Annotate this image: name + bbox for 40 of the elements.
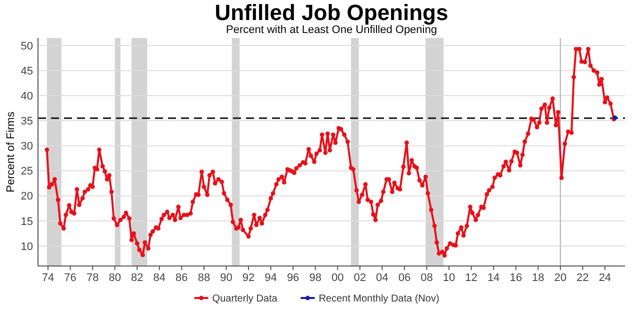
x-tick-label: 96 — [286, 272, 300, 284]
legend-label: Quarterly Data — [212, 294, 278, 304]
y-tick-label: 10 — [20, 240, 33, 253]
x-tick-label: 20 — [554, 272, 567, 284]
x-tick-label: 92 — [242, 272, 255, 284]
x-tick-label: 86 — [176, 272, 188, 284]
y-tick-label: 15 — [20, 216, 33, 228]
x-tick-label: 90 — [220, 272, 232, 284]
y-tick-label: 30 — [20, 140, 33, 153]
x-tick-label: 22 — [576, 272, 589, 284]
x-tick-label: 12 — [465, 272, 478, 284]
x-tick-label: 76 — [64, 272, 76, 284]
y-tick-label: 20 — [20, 190, 33, 203]
x-tick-label: 16 — [510, 272, 522, 284]
x-tick-label: 00 — [332, 272, 344, 284]
x-tick-label: 82 — [131, 272, 144, 284]
x-tick-label: 18 — [532, 272, 544, 284]
chart-subtitle: Percent with at Least One Unfilled Opening — [226, 24, 437, 36]
x-tick-label: 04 — [376, 272, 388, 284]
x-tick-label: 88 — [198, 272, 210, 284]
legend-label: Recent Monthly Data (Nov) — [318, 294, 440, 304]
y-tick-label: 40 — [20, 90, 33, 102]
y-tick-label: 45 — [20, 65, 33, 78]
x-tick-label: 02 — [354, 272, 366, 284]
y-tick-label: 35 — [20, 116, 33, 128]
x-tick-label: 94 — [264, 272, 277, 284]
x-tick-label: 84 — [153, 272, 166, 284]
y-axis-title: Percent of Firms — [5, 111, 17, 192]
x-tick-label: 98 — [309, 272, 322, 284]
x-tick-label: 06 — [398, 272, 411, 284]
y-tick-label: 25 — [20, 166, 33, 178]
x-tick-label: 14 — [487, 272, 500, 284]
x-tick-label: 24 — [598, 272, 612, 284]
x-tick-label: 74 — [42, 272, 54, 284]
x-tick-label: 78 — [86, 272, 99, 284]
chart-title: Unfilled Job Openings — [214, 0, 448, 25]
x-tick-label: 10 — [442, 272, 456, 284]
x-tick-label: 80 — [108, 272, 121, 284]
y-tick-label: 50 — [20, 40, 33, 52]
x-tick-label: 08 — [420, 272, 433, 284]
